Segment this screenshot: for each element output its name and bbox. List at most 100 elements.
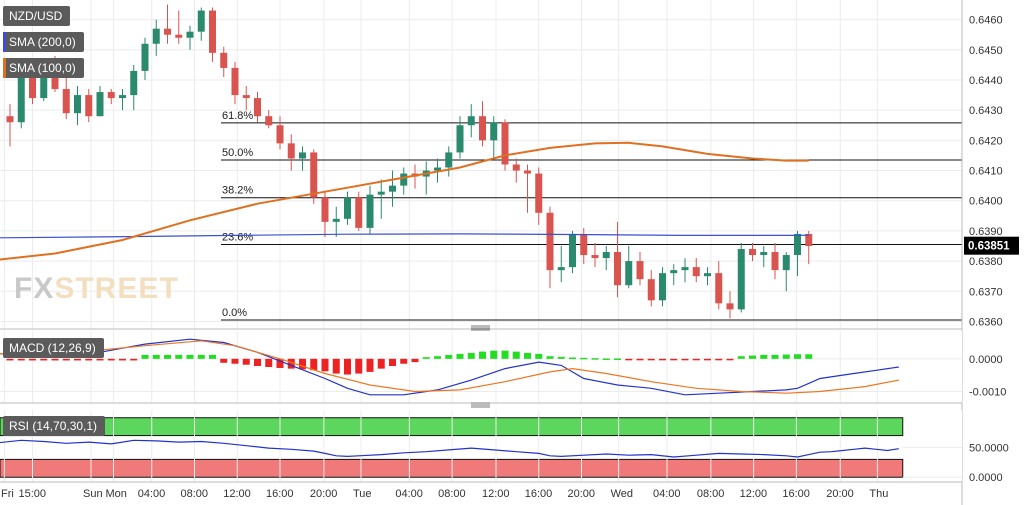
candle-bearish [614, 252, 621, 286]
macd-histogram-bar [107, 358, 115, 361]
symbol-label[interactable]: NZD/USD [3, 6, 71, 26]
price-tick-label: 0.6370 [969, 286, 1003, 298]
macd-histogram-bar [220, 358, 228, 363]
macd-histogram-bar [512, 351, 520, 359]
time-tick-label: 04:00 [138, 488, 166, 500]
candle-bullish [17, 76, 25, 123]
macd-histogram-bar [490, 350, 498, 359]
macd-histogram-bar [524, 352, 531, 359]
candle-bearish [254, 98, 261, 117]
macd-histogram-bar [389, 358, 396, 367]
macd-histogram-bar [434, 356, 441, 359]
current-price-tag [964, 236, 1019, 255]
time-tick-label: 15:00 [19, 488, 47, 500]
sma100-label[interactable]: SMA (100,0) [3, 58, 84, 78]
macd-histogram-bar [805, 354, 813, 359]
candle-bullish [141, 43, 149, 71]
macd-line [0, 338, 899, 396]
macd-histogram-bar [40, 358, 48, 361]
candle-bullish [389, 185, 396, 192]
candle-bullish [782, 255, 790, 271]
time-tick-label: 08:00 [181, 488, 209, 500]
price-tick-label: 0.6440 [969, 75, 1003, 87]
fib-level-label: 38.2% [222, 185, 253, 197]
rsi-tick-label: 50.0000 [969, 442, 1009, 454]
candle-bearish [636, 261, 644, 280]
candle-bearish [276, 125, 284, 144]
macd-histogram-bar [276, 358, 284, 368]
candle-bearish [501, 122, 509, 165]
fib-level-label: 0.0% [222, 307, 247, 319]
candle-bullish [119, 95, 126, 99]
macd-histogram-bar [242, 358, 250, 365]
rsi-pane[interactable]: 50.0000 0.0000 [0, 410, 1009, 484]
price-tick-label: 0.6360 [969, 316, 1003, 328]
price-tick-label: 0.6430 [969, 105, 1003, 117]
time-tick-label: 20:00 [568, 488, 596, 500]
time-tick-label: Thu [869, 488, 888, 500]
fib-level-label: 61.8% [222, 110, 253, 122]
macd-histogram-bar [614, 358, 621, 360]
price-tick-label: 0.6460 [969, 15, 1003, 27]
macd-histogram-bar [186, 354, 194, 359]
macd-histogram-bar [659, 358, 666, 361]
macd-histogram-bar [692, 358, 700, 361]
candle-bullish [456, 125, 464, 153]
macd-histogram-bar [749, 355, 756, 359]
macd-histogram-bar [479, 351, 486, 359]
candle-bearish [524, 170, 531, 174]
candle-bearish [715, 273, 723, 304]
time-tick-label: Sun [83, 488, 103, 500]
macd-histogram-bar [299, 358, 306, 370]
macd-histogram-bar [670, 358, 678, 361]
macd-signal-line [0, 340, 899, 394]
candle-bullish [737, 249, 745, 310]
sma200-label[interactable]: SMA (200,0) [3, 32, 84, 52]
candle-bearish [6, 116, 14, 123]
macd-histogram-bar [467, 352, 475, 359]
candle-bearish [355, 197, 363, 228]
time-tick-label: Wed [611, 488, 633, 500]
macd-histogram-bar [62, 358, 70, 361]
rsi-line [0, 439, 899, 458]
macd-histogram-bar [175, 354, 183, 359]
candle-bearish [479, 116, 486, 141]
fib-level-label: 50.0% [222, 147, 253, 159]
candle-bearish [85, 95, 93, 117]
macd-pane[interactable]: 0.0000 -0.0010 [0, 331, 1006, 408]
macd-histogram-bar [287, 358, 295, 369]
time-tick-label: 20:00 [826, 488, 854, 500]
sma200-line [0, 233, 809, 239]
time-tick-label: 04:00 [653, 488, 681, 500]
candle-bullish [74, 95, 81, 114]
price-tick-label: 0.6420 [969, 135, 1003, 147]
candle-bearish [220, 52, 228, 68]
candle-bullish [96, 92, 104, 117]
macd-histogram-bar [422, 357, 430, 359]
candle-bullish [794, 233, 801, 256]
macd-histogram-bar [580, 357, 588, 360]
macd-label[interactable]: MACD (12,26,9) [3, 338, 104, 358]
rsi-tick-label: 0.0000 [969, 472, 1003, 484]
rsi-label[interactable]: RSI (14,70,30,1) [3, 416, 106, 436]
candle-bearish [749, 249, 756, 256]
macd-histogram-bar [310, 358, 318, 371]
candle-bullish [760, 252, 768, 256]
macd-histogram-bar [569, 357, 576, 360]
macd-histogram-bar [17, 358, 25, 361]
macd-histogram-bar [726, 358, 734, 361]
candle-bearish [175, 34, 183, 38]
price-tick-label: 0.6410 [969, 166, 1003, 178]
candle-bearish [805, 233, 813, 246]
macd-histogram-bar [130, 358, 138, 361]
macd-histogram-bar [29, 358, 36, 361]
rsi-oversold-zone [0, 458, 904, 478]
candle-bullish [400, 173, 408, 186]
candle-bullish [186, 31, 194, 38]
current-price-value: 0.63851 [968, 241, 1010, 253]
macd-histogram-bar [366, 358, 374, 372]
macd-tick-label: 0.0000 [969, 354, 1003, 366]
time-tick-label: 20:00 [310, 488, 338, 500]
